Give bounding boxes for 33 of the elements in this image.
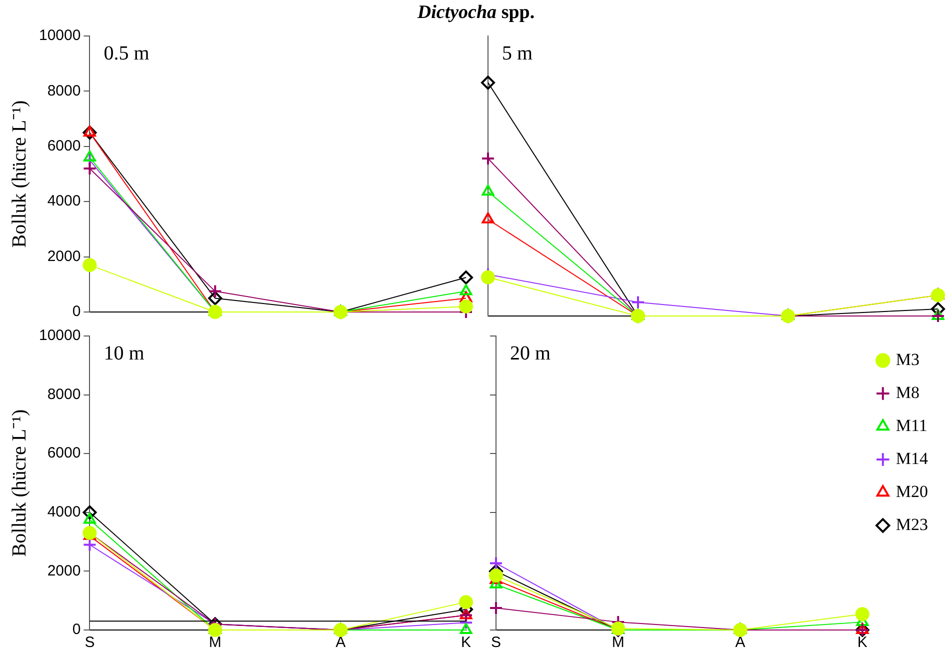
x-tick-label: M xyxy=(612,634,624,652)
text: 5 m xyxy=(502,42,533,64)
legend-label: M14 xyxy=(896,448,928,468)
x-tick-label: A xyxy=(735,634,746,652)
x-tick-label: K xyxy=(460,634,472,652)
y-tick-label: 10000 xyxy=(38,327,81,344)
y-axis-title: Bolluk (hücre L⁻¹) xyxy=(8,100,30,248)
x-tick-label: S xyxy=(84,634,95,652)
y-tick-label: 2000 xyxy=(47,248,81,265)
legend-label: M20 xyxy=(896,482,928,501)
legend-label: M11 xyxy=(896,416,928,435)
y-tick-label: 4000 xyxy=(47,192,81,210)
y-tick-label: 4000 xyxy=(47,504,81,521)
annotation: 10 m xyxy=(104,342,145,364)
annotation: 0.5 m xyxy=(104,42,150,64)
legend-label: M23 xyxy=(896,514,928,534)
legend-label: M3 xyxy=(896,350,920,369)
x-tick-label: S xyxy=(490,634,502,652)
legend-label: M8 xyxy=(896,382,920,402)
y-tick-label: 0 xyxy=(72,621,81,638)
y-tick-label: 2000 xyxy=(47,562,81,580)
y-tick-label: 6000 xyxy=(47,444,81,462)
x-tick-label: K xyxy=(857,634,868,652)
y-tick-label: 0 xyxy=(72,303,81,320)
chart-title: Dictyocha spp. xyxy=(416,2,536,24)
y-axis-title: Bolluk (hücre L⁻¹) xyxy=(8,409,30,557)
y-tick-label: 6000 xyxy=(47,138,81,155)
y-tick-label: 8000 xyxy=(47,82,81,100)
y-tick-label: 8000 xyxy=(47,386,81,403)
y-tick-label: 10000 xyxy=(38,27,81,44)
x-tick-label: M xyxy=(208,634,222,652)
annotation: 20 m xyxy=(510,342,551,364)
x-tick-label: A xyxy=(336,634,346,652)
